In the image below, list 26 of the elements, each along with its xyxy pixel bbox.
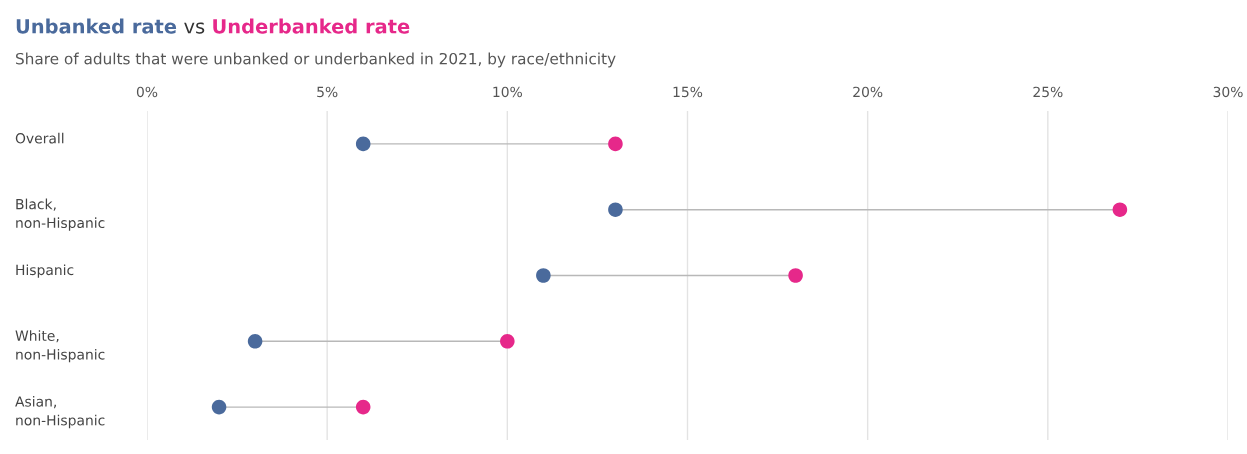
point [355, 399, 371, 415]
point [211, 399, 227, 415]
point [1112, 202, 1128, 217]
chart-subtitle: Share of adults that were unbanked or underbanked in 2021, by race/ethnicity [16, 52, 616, 68]
point [536, 268, 551, 283]
point [788, 268, 803, 283]
y-tick-label: White, non-Hispanic [15, 330, 105, 363]
x-tick-label: 15% [673, 86, 703, 98]
text: Unbanked rate [16, 18, 177, 34]
x-tick-label: 10% [493, 86, 522, 98]
x-tick-label: 5% [317, 86, 338, 98]
x-tick-label: 30% [1213, 86, 1243, 98]
point [608, 202, 623, 217]
x-tick-label: 20% [853, 86, 883, 98]
x-tick-label: 25% [1033, 86, 1063, 98]
y-tick-label: Black, non-Hispanic [16, 198, 105, 231]
x-tick-label: 0% [136, 86, 158, 98]
y-tick-label: Hispanic [16, 264, 74, 278]
y-tick-label: Overall [15, 132, 64, 144]
text: Underbanked rate [213, 18, 410, 34]
point [247, 334, 263, 349]
y-tick-label: Asian, non-Hispanic [15, 395, 105, 429]
point [500, 334, 515, 349]
point [608, 136, 623, 152]
chart-title: vs [184, 22, 205, 34]
point [355, 136, 371, 152]
